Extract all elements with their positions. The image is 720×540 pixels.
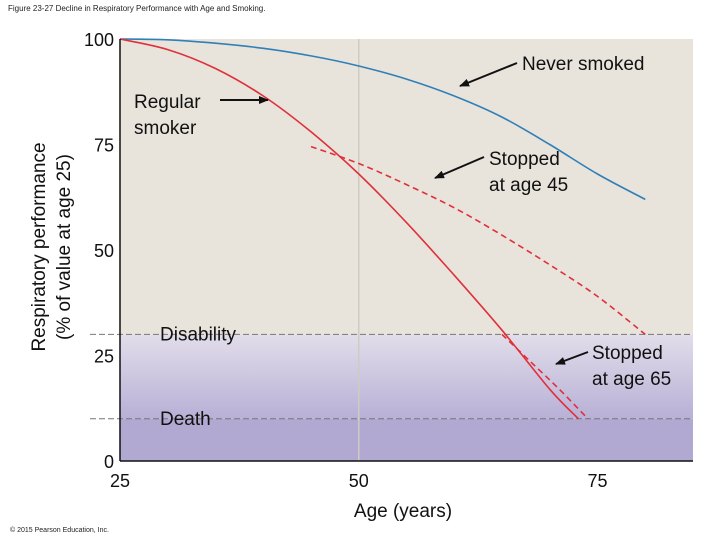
figure-caption: Figure 23-27 Decline in Respiratory Perf… bbox=[8, 4, 266, 13]
arrow-stopped-45 bbox=[434, 156, 485, 179]
arrow-never-smoked bbox=[459, 62, 518, 87]
annotation-never-smoked-text: Never smoked bbox=[522, 54, 645, 75]
x-axis-label: Age (years) bbox=[354, 501, 452, 522]
copyright-notice: © 2015 Pearson Education, Inc. bbox=[10, 527, 109, 534]
annotation-stopped-65: Stopped at age 65 bbox=[555, 343, 671, 390]
y-axis-label-line1: Respiratory performance bbox=[29, 142, 50, 351]
annotation-regular-smoker: Regular smoker bbox=[134, 92, 269, 139]
annotation-never-smoked: Never smoked bbox=[459, 54, 645, 87]
y-tick-label-50: 50 bbox=[94, 241, 114, 261]
threshold-label-disability: Disability bbox=[160, 324, 237, 345]
annotation-stopped-45-line2: at age 45 bbox=[489, 175, 568, 196]
arrow-stopped-65 bbox=[555, 351, 589, 365]
annotation-stopped-45-line1: Stopped bbox=[489, 149, 560, 170]
death-band bbox=[120, 418, 693, 461]
x-tick-label-25: 25 bbox=[110, 471, 130, 491]
y-tick-label-0: 0 bbox=[104, 452, 114, 472]
annotation-regular-smoker-line1: Regular bbox=[134, 92, 201, 113]
threshold-label-death: Death bbox=[160, 409, 211, 430]
x-tick-label-50: 50 bbox=[349, 471, 369, 491]
series-line-never-smoked bbox=[119, 38, 646, 201]
y-tick-label-100: 100 bbox=[84, 30, 114, 50]
series-line-stopped-at-age-45 bbox=[310, 145, 646, 336]
y-axis-label-line2: (% of value at age 25) bbox=[54, 154, 75, 340]
y-tick-label-25: 25 bbox=[94, 347, 114, 367]
series-line-stopped-at-age-65 bbox=[501, 333, 589, 420]
annotation-stopped-65-line1: Stopped bbox=[592, 343, 663, 364]
y-tick-label-75: 75 bbox=[94, 136, 114, 156]
annotation-stopped-45: Stopped at age 45 bbox=[434, 149, 568, 196]
annotation-regular-smoker-line2: smoker bbox=[134, 118, 197, 139]
x-tick-label-75: 75 bbox=[587, 471, 607, 491]
disability-band bbox=[120, 334, 693, 419]
annotation-stopped-65-line2: at age 65 bbox=[592, 369, 671, 390]
plot-background bbox=[120, 39, 693, 335]
